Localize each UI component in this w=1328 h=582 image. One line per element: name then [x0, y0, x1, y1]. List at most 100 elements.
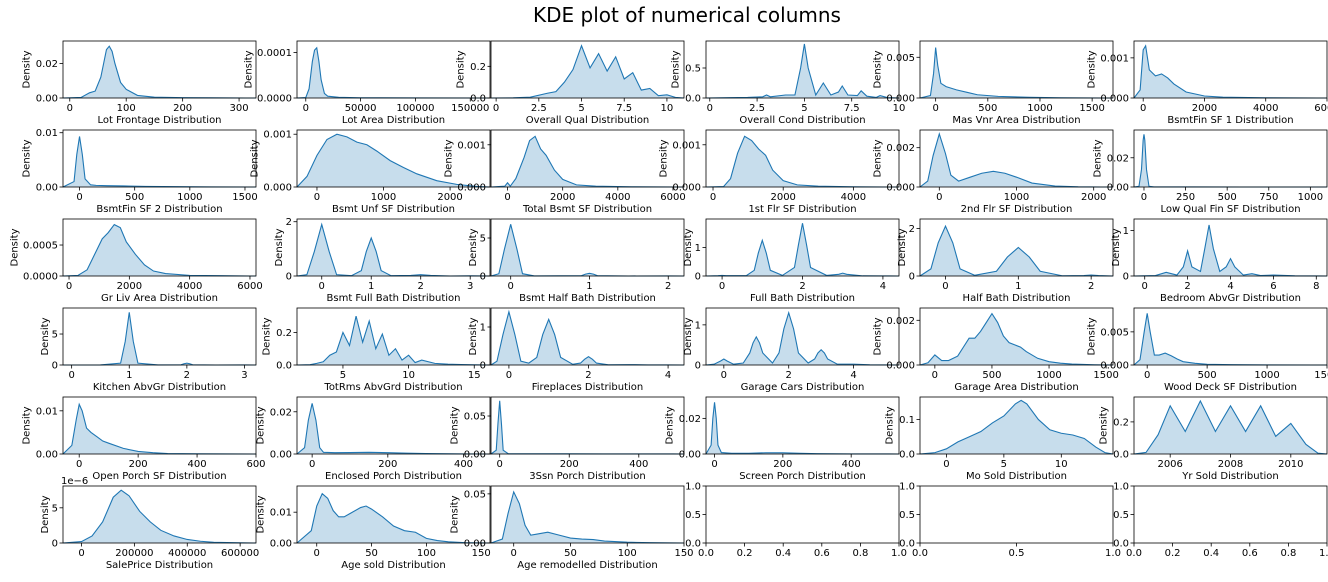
x-tick-label: 4000	[1253, 103, 1278, 114]
x-tick-label: 200	[129, 459, 148, 470]
y-tick-label: 0.01	[36, 128, 58, 139]
x-tick-label: 2010	[1278, 459, 1303, 470]
axes-frame	[490, 485, 685, 544]
x-tick-label: 500	[978, 103, 997, 114]
kde-line	[705, 310, 900, 366]
y-tick-label: 0.0	[899, 450, 915, 461]
subplot-17: 0 1 2 0 2 Half Bath Distribution Density	[897, 218, 1114, 304]
x-tick-label: 0.0	[1126, 548, 1142, 559]
x-tick-label: 400	[454, 459, 473, 470]
x-tick-label: 0.2	[737, 548, 753, 559]
x-tick-label: 4000	[605, 192, 630, 203]
y-tick-label: 0.000	[1100, 361, 1129, 372]
x-tick-label: 1500	[232, 192, 257, 203]
x-axis-label: Mas Vnr Area Distribution	[952, 115, 1080, 126]
x-tick-label: 0	[719, 281, 725, 292]
y-axis-label: Density	[468, 317, 479, 355]
y-tick-label: 5	[52, 330, 58, 341]
subplot-18: 0 2 4 6 8 0 1 Bedroom AbvGr Distribution Density	[1111, 218, 1328, 304]
x-tick-label: 2.5	[749, 103, 765, 114]
x-tick-label: 1	[1015, 281, 1021, 292]
x-tick-label: 2006	[1157, 459, 1182, 470]
x-tick-label: 1500	[1079, 103, 1104, 114]
y-tick-label: 0.00	[464, 539, 486, 550]
subplot-13: 0 2000 4000 6000 0.0000 0.0005 Gr Liv Area Dis…	[9, 218, 263, 304]
axes-frame	[705, 129, 900, 188]
subplot-5: 0 500 1000 1500 0.000 0.005 Mas Vnr Area Distr…	[873, 40, 1114, 126]
subplot-25: 0 200 400 600 0.00 0.01 Open Porch SF Distribu…	[22, 396, 266, 482]
y-tick-label: 1	[1123, 226, 1129, 237]
y-tick-label: 0.001	[1100, 53, 1129, 64]
kde-area	[491, 311, 684, 365]
x-axis-label: Wood Deck SF Distribution	[1164, 382, 1297, 393]
axes-frame	[62, 40, 257, 99]
x-tick-label: 4	[850, 370, 856, 381]
kde-line	[296, 492, 491, 544]
kde-area	[63, 224, 256, 276]
kde-line	[62, 136, 256, 188]
x-tick-label: 0.0	[698, 548, 714, 559]
y-axis-label: Density	[897, 228, 908, 266]
axes-frame	[490, 218, 685, 277]
y-tick-label: 0.01	[36, 406, 58, 417]
x-tick-label: 200	[560, 459, 579, 470]
x-tick-label: 0.8	[852, 548, 868, 559]
kde-area	[491, 136, 684, 187]
x-tick-label: 200	[173, 103, 192, 114]
y-tick-label: 0.0	[470, 94, 486, 105]
x-axis-label: Fireplaces Distribution	[532, 382, 643, 393]
kde-area	[63, 312, 256, 365]
axes-frame	[296, 218, 491, 277]
y-tick-label: 0.00	[270, 539, 292, 550]
x-tick-label: 2	[799, 281, 805, 292]
axes-frame	[919, 218, 1114, 277]
x-axis-label: Half Bath Distribution	[963, 293, 1071, 304]
x-tick-label: 0	[303, 103, 309, 114]
x-axis-label: SalePrice Distribution	[106, 560, 213, 571]
x-tick-label: 0	[1144, 370, 1150, 381]
kde-line	[490, 400, 685, 455]
y-tick-label: 0.0	[899, 539, 915, 550]
x-tick-label: 0	[511, 548, 517, 559]
y-axis-label: Density	[256, 495, 267, 533]
x-tick-label: 0	[1142, 281, 1148, 292]
x-tick-label: 600000	[221, 548, 259, 559]
y-axis-label: Density	[256, 406, 267, 444]
kde-line	[490, 490, 685, 544]
axes-frame	[919, 396, 1114, 455]
x-tick-label: 500	[982, 370, 1001, 381]
y-tick-label: 0.5	[1113, 510, 1129, 521]
y-tick-label: 0.002	[886, 143, 915, 154]
x-tick-label: 7.5	[844, 103, 860, 114]
y-tick-label: 0.01	[270, 508, 292, 519]
kde-area	[1134, 224, 1327, 276]
y-tick-label: 5	[52, 503, 58, 514]
y-tick-label: 0.00	[36, 183, 58, 194]
x-tick-label: 0	[76, 459, 82, 470]
x-axis-label: Low Qual Fin SF Distribution	[1160, 204, 1300, 215]
subplot-36: 0.0 0.2 0.4 0.6 0.8 1.0 0.0 0.5 1.0	[1113, 482, 1328, 560]
subplot-29: 0 5 10 0.0 0.1 Mo Sold Distribution Density	[885, 396, 1114, 482]
kde-line	[1133, 134, 1327, 188]
x-tick-label: 100	[417, 548, 436, 559]
kde-area	[920, 133, 1113, 187]
x-axis-label: Lot Frontage Distribution	[97, 115, 221, 126]
x-tick-label: 500	[1198, 370, 1217, 381]
y-tick-label: 0.005	[1100, 327, 1129, 338]
y-axis-label: Density	[885, 406, 896, 444]
y-tick-label: 0.05	[464, 489, 486, 500]
x-tick-label: 2000	[550, 192, 575, 203]
kde-area	[706, 402, 899, 454]
y-tick-label: 0.000	[886, 183, 915, 194]
y-axis-label: Density	[683, 317, 694, 355]
axes-frame	[62, 485, 257, 544]
y-axis-label: Density	[1093, 139, 1104, 177]
kde-area	[706, 223, 899, 276]
x-tick-label: 0	[936, 192, 942, 203]
y-tick-label: 1.0	[899, 482, 915, 493]
x-tick-label: 0	[707, 103, 713, 114]
subplot-22: 0 2 4 0 1 Garage Cars Distribution Density	[683, 307, 900, 393]
